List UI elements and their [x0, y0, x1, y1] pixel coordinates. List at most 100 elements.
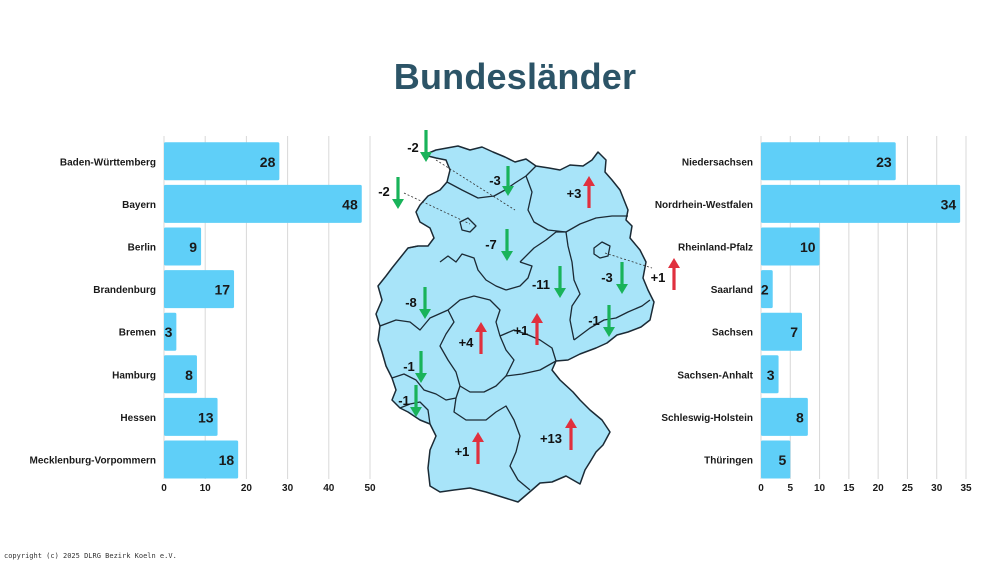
- right-value-label: 23: [876, 154, 892, 170]
- right-bar: [761, 270, 773, 309]
- right-tick-label: 35: [960, 483, 972, 494]
- left-bar: [164, 270, 235, 309]
- left-bar: [164, 227, 202, 266]
- arrow-down-icon: [420, 130, 432, 162]
- map-change-label: -1: [588, 313, 600, 328]
- left-value-label: 18: [219, 452, 235, 468]
- right-tick-label: 5: [788, 483, 794, 494]
- map-change-label: +3: [567, 186, 582, 201]
- right-value-label: 3: [767, 367, 775, 383]
- right-tick-label: 10: [814, 483, 826, 494]
- right-value-label: 8: [796, 409, 804, 425]
- left-tick-label: 0: [161, 483, 167, 494]
- left-category-label: Brandenburg: [93, 285, 156, 296]
- map-change-label: +1: [455, 444, 470, 459]
- right-category-label: Nordrhein-Westfalen: [655, 200, 753, 211]
- arrow-up-icon: [475, 322, 487, 354]
- left-category-label: Bayern: [122, 200, 156, 211]
- left-bar: [164, 184, 362, 223]
- left-category-label: Hessen: [120, 413, 156, 424]
- state-borders: [379, 165, 651, 491]
- map-change-label: -1: [398, 393, 410, 408]
- right-value-label: 10: [800, 239, 816, 255]
- map-change-label: -2: [378, 184, 390, 199]
- left-category-label: Baden-Württemberg: [60, 157, 156, 168]
- left-category-label: Bremen: [119, 328, 156, 339]
- map-change-label: -11: [532, 277, 550, 292]
- arrow-up-icon: [583, 176, 595, 208]
- left-bar: [164, 312, 177, 351]
- map-change-annotations: -2 -3 +3 -2 -7 -11 -3 +1 -8 +4 +1 -1 -1 -1 +1 +13: [378, 130, 680, 464]
- left-tick-label: 50: [364, 483, 376, 494]
- arrow-up-icon: [565, 418, 577, 450]
- left-value-label: 48: [342, 196, 358, 212]
- right-tick-label: 25: [902, 483, 914, 494]
- left-bar: [164, 355, 197, 394]
- arrow-down-icon: [410, 385, 422, 417]
- right-value-label: 2: [761, 282, 769, 298]
- left-tick-label: 20: [241, 483, 253, 494]
- left-tick-label: 10: [200, 483, 212, 494]
- arrow-up-icon: [472, 432, 484, 464]
- right-value-label: 5: [778, 452, 786, 468]
- map-change-label: +4: [459, 335, 475, 350]
- left-bar: [164, 440, 239, 479]
- map-change-label: -3: [489, 173, 501, 188]
- right-category-label: Niedersachsen: [682, 157, 753, 168]
- right-category-label: Schleswig-Holstein: [661, 413, 753, 424]
- left-value-label: 8: [185, 367, 193, 383]
- map-change-label: +1: [651, 270, 666, 285]
- map-change-label: -8: [405, 295, 417, 310]
- arrow-down-icon: [616, 262, 628, 294]
- left-value-label: 3: [165, 324, 173, 340]
- left-bar: [164, 142, 280, 181]
- map-change-label: -7: [485, 237, 497, 252]
- right-bar: [761, 312, 802, 351]
- left-value-label: 17: [214, 282, 230, 298]
- left-category-label: Hamburg: [112, 370, 156, 381]
- germany-outline: [375, 145, 655, 503]
- map-change-label: -1: [403, 359, 415, 374]
- left-category-label: Mecklenburg-Vorpommern: [30, 456, 157, 467]
- map-change-label: -3: [601, 270, 613, 285]
- germany-map: [375, 145, 655, 503]
- left-bar: [164, 397, 218, 436]
- arrow-up-icon: [668, 258, 680, 290]
- arrow-down-icon: [603, 305, 615, 337]
- left-tick-label: 40: [323, 483, 335, 494]
- right-bar: [761, 142, 896, 181]
- right-category-label: Rheinland-Pfalz: [678, 243, 753, 254]
- arrow-down-icon: [392, 177, 404, 209]
- arrow-down-icon: [419, 287, 431, 319]
- right-tick-label: 15: [843, 483, 855, 494]
- arrow-down-icon: [415, 351, 427, 383]
- map-change-label: +13: [540, 431, 562, 446]
- right-category-label: Sachsen: [712, 328, 753, 339]
- right-tick-label: 30: [931, 483, 943, 494]
- leader-lines: [403, 159, 653, 269]
- right-value-label: 7: [790, 324, 798, 340]
- left-value-label: 13: [198, 409, 214, 425]
- right-bar: [761, 397, 808, 436]
- right-tick-label: 20: [873, 483, 885, 494]
- left-value-label: 28: [260, 154, 276, 170]
- page-title: Bundesländer: [393, 56, 637, 97]
- right-category-label: Saarland: [711, 285, 753, 296]
- right-bar: [761, 227, 820, 266]
- arrow-down-icon: [502, 166, 514, 196]
- arrow-up-icon: [531, 313, 543, 345]
- left-category-label: Berlin: [128, 243, 156, 254]
- left-value-label: 9: [189, 239, 197, 255]
- map-change-label: +1: [514, 323, 529, 338]
- right-category-label: Thüringen: [704, 456, 753, 467]
- right-bar: [761, 355, 779, 394]
- right-tick-label: 0: [758, 483, 764, 494]
- arrow-down-icon: [501, 229, 513, 261]
- left-tick-label: 30: [282, 483, 294, 494]
- map-change-label: -2: [407, 140, 419, 155]
- right-category-label: Sachsen-Anhalt: [677, 370, 753, 381]
- right-bar: [761, 440, 791, 479]
- arrow-down-icon: [554, 266, 566, 298]
